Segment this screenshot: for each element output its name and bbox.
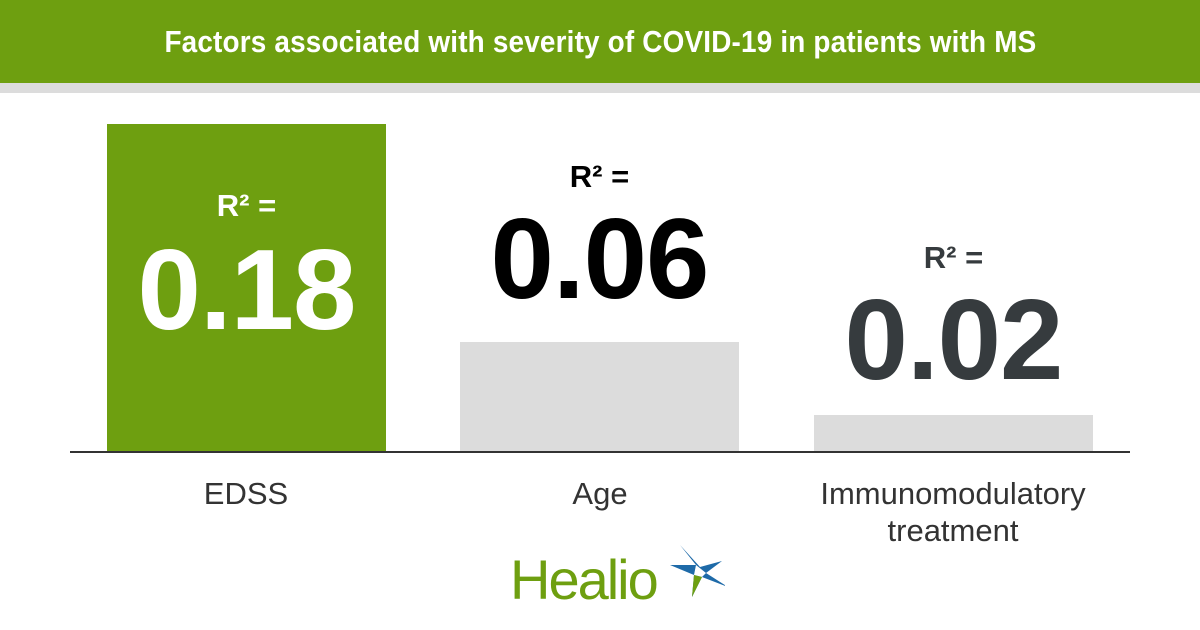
bar-age [460, 342, 739, 451]
value-label-age: R² = 0.06 [460, 159, 739, 317]
value-number: 0.02 [844, 277, 1064, 404]
category-text: EDSS [203, 476, 289, 511]
header-divider [0, 83, 1200, 93]
category-text: treatment [887, 513, 1019, 548]
category-text: Age [572, 476, 628, 511]
category-label-immunomodulatory: Immunomodulatory treatment [773, 475, 1133, 549]
r2-prefix: R² = [923, 240, 984, 275]
value-number: 0.06 [490, 196, 710, 323]
value-label-edss: R² = 0.18 [107, 188, 386, 348]
value-number: 0.18 [137, 227, 357, 354]
star-icon [670, 545, 728, 597]
category-text: Immunomodulatory [820, 476, 1086, 511]
chart-title: Factors associated with severity of COVI… [164, 23, 1036, 59]
bar-edss [107, 124, 386, 451]
value-label-immunomodulatory: R² = 0.02 [814, 240, 1093, 398]
header-banner: Factors associated with severity of COVI… [0, 0, 1200, 83]
healio-logo: Healio [510, 535, 728, 611]
x-axis-line [70, 451, 1130, 453]
healio-logo-graphic: Healio [510, 545, 728, 611]
r2-prefix: R² = [216, 188, 277, 223]
category-label-edss: EDSS [66, 475, 426, 512]
bar-immunomodulatory-treatment [814, 414, 1093, 451]
svg-text:Healio: Healio [510, 548, 657, 605]
category-label-age: Age [420, 475, 780, 512]
r2-prefix: R² = [569, 159, 630, 194]
